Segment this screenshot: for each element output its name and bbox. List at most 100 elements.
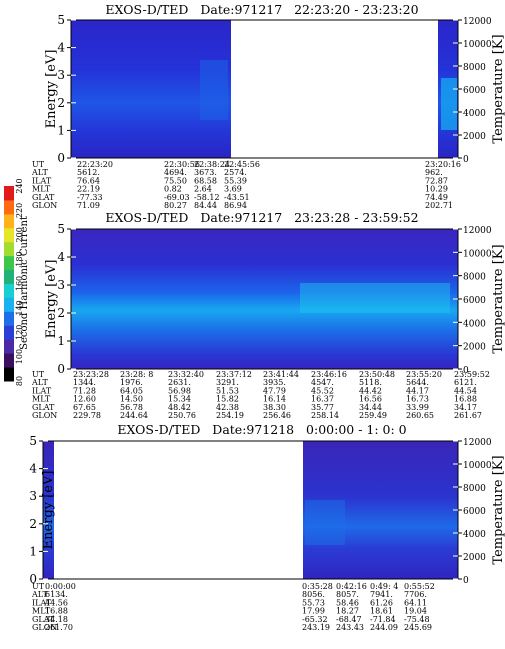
footer-value: 2574.: [224, 168, 247, 177]
colorbar-swatch-3: [4, 325, 14, 340]
colorbar-ticks: 80 100 120 140 160 180 200 220 240: [15, 178, 24, 386]
colorbar-tick-label: 240: [15, 178, 24, 193]
energy-tick-label: 1: [57, 123, 65, 137]
panel-2-temperature-axis: 0 2000 4000 6000 8000 10000 12000: [453, 226, 492, 376]
footer-value: 1976.: [120, 378, 143, 387]
energy-tick-label: 0: [57, 151, 65, 165]
footer-value: 259.49: [359, 411, 387, 420]
footer-value: 55.39: [224, 176, 247, 185]
panel-3-title: EXOS-D/TED Date:971218 0:00:00 - 1: 0: 0: [117, 422, 406, 437]
footer-value: 2631.: [168, 378, 191, 387]
footer-value: 84.44: [194, 201, 217, 210]
footer-value: 7941.: [370, 590, 393, 599]
footer-value: 4694.: [164, 168, 187, 177]
footer-value: 34.18: [45, 615, 68, 624]
temperature-tick-label: 6000: [463, 296, 486, 306]
footer-value: -65.32: [302, 615, 328, 624]
footer-ut-value: 22:38:24: [194, 160, 230, 169]
temperature-tick-label: 2000: [463, 343, 486, 353]
footer-value: 229.78: [73, 411, 101, 420]
footer-row-label: GLON: [32, 201, 57, 210]
panel-2-y2label: Temperature [K]: [491, 244, 505, 353]
temperature-tick-label: 10000: [463, 461, 492, 471]
colorbar-tick-label: 180: [15, 251, 24, 266]
panel-1-heatmap-right-band: [441, 78, 457, 130]
panel-3: EXOS-D/TED Date:971218 0:00:00 - 1: 0: 0…: [29, 422, 505, 632]
footer-value: 15.34: [168, 395, 191, 404]
footer-value: 22.19: [77, 185, 100, 194]
colorbar-swatch-8: [4, 255, 14, 271]
footer-value: 16.37: [311, 395, 334, 404]
footer-value: 34.17: [454, 403, 477, 412]
footer-row-label: GLAT: [32, 615, 55, 624]
footer-ut-value: 0:55:52: [404, 582, 435, 591]
footer-value: 48.42: [168, 403, 191, 412]
footer-value: 75.50: [164, 176, 187, 185]
energy-tick-label: 2: [57, 306, 65, 320]
energy-tick-label: 1: [57, 334, 65, 348]
footer-value: -77.33: [77, 193, 103, 202]
footer-ut-value: 22:23:20: [77, 160, 113, 169]
footer-value: 33.99: [406, 403, 429, 412]
panel-1-plot-area: [70, 19, 459, 159]
footer-value: 35.77: [311, 403, 334, 412]
temperature-tick-label: 6000: [463, 507, 486, 517]
energy-tick-label: 2: [57, 96, 65, 110]
footer-value: 64.11: [404, 598, 427, 607]
footer-value: 254.19: [216, 411, 244, 420]
energy-tick-label: 4: [57, 41, 65, 55]
footer-value: 45.52: [311, 386, 334, 395]
footer-value: 3673.: [194, 168, 217, 177]
colorbar-tick-label: 220: [15, 203, 24, 218]
footer-value: 243.19: [302, 623, 330, 632]
footer-row-label: MLT: [32, 395, 51, 404]
footer-value: 2.64: [194, 185, 212, 194]
temperature-tick-label: 12000: [463, 438, 492, 448]
footer-value: 18.27: [336, 607, 359, 616]
panel-3-ylabel: Energy [eV]: [41, 471, 56, 550]
colorbar-tick-label: 160: [15, 276, 24, 291]
footer-value: 61.26: [370, 598, 393, 607]
footer-value: 3291.: [216, 378, 239, 387]
footer-value: 19.04: [404, 607, 427, 616]
footer-value: 86.94: [224, 201, 247, 210]
temperature-tick-label: 8000: [463, 484, 486, 494]
panel-2-title: EXOS-D/TED Date:971217 23:23:28 - 23:59:…: [105, 210, 418, 225]
footer-value: 71.09: [77, 201, 100, 210]
footer-ut-value: 23:37:12: [216, 370, 252, 379]
colorbar-swatch-5: [4, 297, 14, 312]
footer-value: 3.69: [224, 185, 242, 194]
temperature-tick-label: 2000: [463, 553, 486, 563]
temperature-tick-label: 0: [463, 155, 469, 165]
colorbar-swatches: [4, 186, 14, 382]
footer-value: 245.69: [404, 623, 432, 632]
footer-value: 7706.: [404, 590, 427, 599]
footer-value: 5612.: [77, 168, 100, 177]
energy-tick-label: 2: [29, 517, 37, 531]
footer-ut-value: 0:42:16: [336, 582, 367, 591]
footer-ut-value: 23:55:20: [406, 370, 442, 379]
footer-ut-value: 22:45:56: [224, 160, 260, 169]
footer-value: 64.05: [120, 386, 143, 395]
footer-value: 44.54: [454, 386, 477, 395]
energy-tick-label: 5: [57, 13, 65, 27]
footer-value: 3935.: [263, 378, 286, 387]
footer-row-label: ILAT: [32, 176, 52, 185]
colorbar-swatch-1: [4, 353, 14, 368]
footer-value: 51.53: [216, 386, 239, 395]
temperature-tick-label: 8000: [463, 273, 486, 283]
footer-value: 16.88: [45, 607, 68, 616]
footer-row-label: MLT: [32, 607, 51, 616]
footer-value: 6121.: [454, 378, 477, 387]
footer-value: 16.88: [454, 395, 477, 404]
footer-ut-value: 23:41:44: [263, 370, 299, 379]
footer-value: 71.28: [73, 386, 96, 395]
footer-ut-value: 23:28: 8: [120, 370, 153, 379]
footer-value: 47.79: [263, 386, 286, 395]
footer-row-label: ALT: [31, 590, 48, 599]
footer-value: 962.: [425, 168, 443, 177]
colorbar-swatch-4: [4, 311, 14, 326]
